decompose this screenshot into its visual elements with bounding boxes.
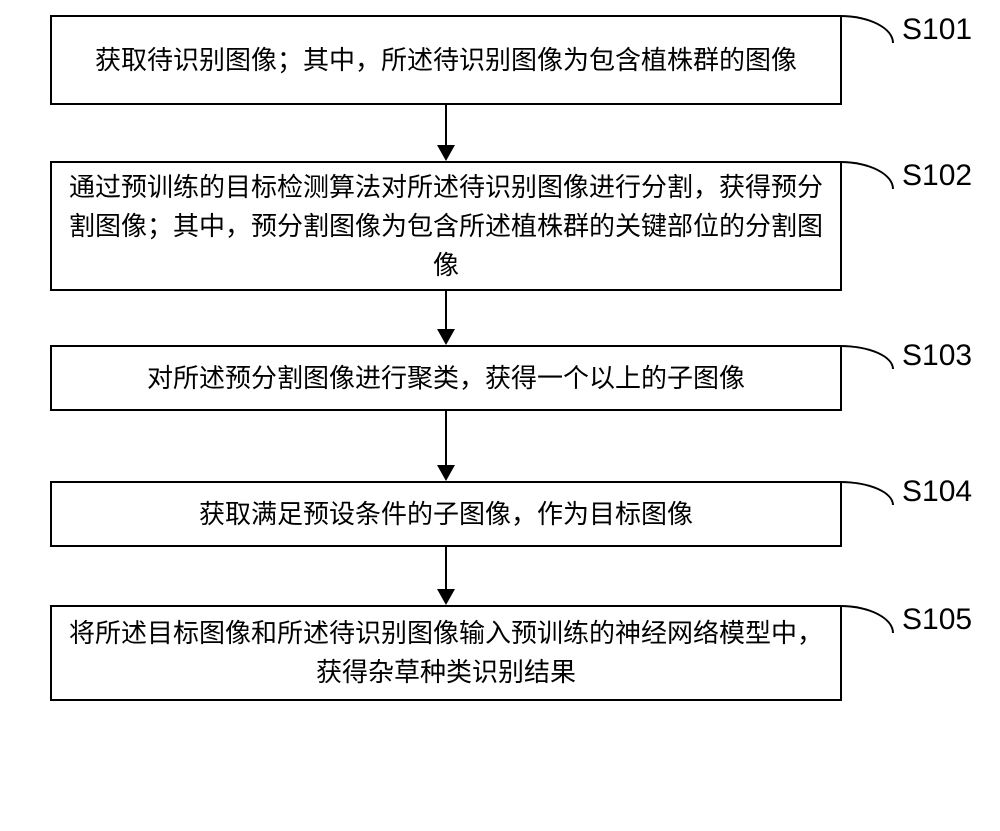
connector-curve bbox=[840, 605, 894, 633]
step-row-s101: 获取待识别图像；其中，所述待识别图像为包含植株群的图像 S101 bbox=[50, 15, 950, 105]
step-text: 通过预训练的目标检测算法对所述待识别图像进行分割，获得预分割图像；其中，预分割图… bbox=[64, 168, 828, 285]
step-label-s102: S102 bbox=[902, 159, 972, 193]
connector-curve bbox=[840, 481, 894, 505]
step-row-s104: 获取满足预设条件的子图像，作为目标图像 S104 bbox=[50, 481, 950, 547]
arrow-down bbox=[50, 547, 842, 605]
step-label-s105: S105 bbox=[902, 603, 972, 637]
flowchart-container: 获取待识别图像；其中，所述待识别图像为包含植株群的图像 S101 通过预训练的目… bbox=[50, 15, 950, 701]
step-box-s101: 获取待识别图像；其中，所述待识别图像为包含植株群的图像 bbox=[50, 15, 842, 105]
step-text: 对所述预分割图像进行聚类，获得一个以上的子图像 bbox=[147, 359, 745, 398]
step-box-s104: 获取满足预设条件的子图像，作为目标图像 bbox=[50, 481, 842, 547]
step-label-s101: S101 bbox=[902, 13, 972, 47]
step-label-s103: S103 bbox=[902, 339, 972, 373]
step-row-s103: 对所述预分割图像进行聚类，获得一个以上的子图像 S103 bbox=[50, 345, 950, 411]
connector-curve bbox=[840, 345, 894, 369]
connector-curve bbox=[840, 15, 894, 43]
step-text: 获取待识别图像；其中，所述待识别图像为包含植株群的图像 bbox=[95, 41, 797, 80]
step-box-s102: 通过预训练的目标检测算法对所述待识别图像进行分割，获得预分割图像；其中，预分割图… bbox=[50, 161, 842, 291]
step-label-s104: S104 bbox=[902, 475, 972, 509]
step-text: 将所述目标图像和所述待识别图像输入预训练的神经网络模型中，获得杂草种类识别结果 bbox=[64, 614, 828, 692]
connector-curve bbox=[840, 161, 894, 189]
step-box-s105: 将所述目标图像和所述待识别图像输入预训练的神经网络模型中，获得杂草种类识别结果 bbox=[50, 605, 842, 701]
arrow-down bbox=[50, 411, 842, 481]
step-row-s105: 将所述目标图像和所述待识别图像输入预训练的神经网络模型中，获得杂草种类识别结果 … bbox=[50, 605, 950, 701]
arrow-down bbox=[50, 291, 842, 345]
step-text: 获取满足预设条件的子图像，作为目标图像 bbox=[199, 495, 693, 534]
step-row-s102: 通过预训练的目标检测算法对所述待识别图像进行分割，获得预分割图像；其中，预分割图… bbox=[50, 161, 950, 291]
arrow-down bbox=[50, 105, 842, 161]
step-box-s103: 对所述预分割图像进行聚类，获得一个以上的子图像 bbox=[50, 345, 842, 411]
